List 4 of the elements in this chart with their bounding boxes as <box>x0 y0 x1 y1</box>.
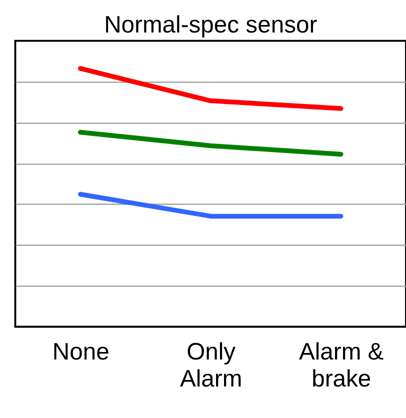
chart-title: Normal-spec sensor <box>104 11 318 38</box>
x-tick-label: Alarm & brake <box>299 338 384 392</box>
x-tick-label: None <box>52 338 110 366</box>
x-tick-label: Only Alarm <box>180 338 242 392</box>
